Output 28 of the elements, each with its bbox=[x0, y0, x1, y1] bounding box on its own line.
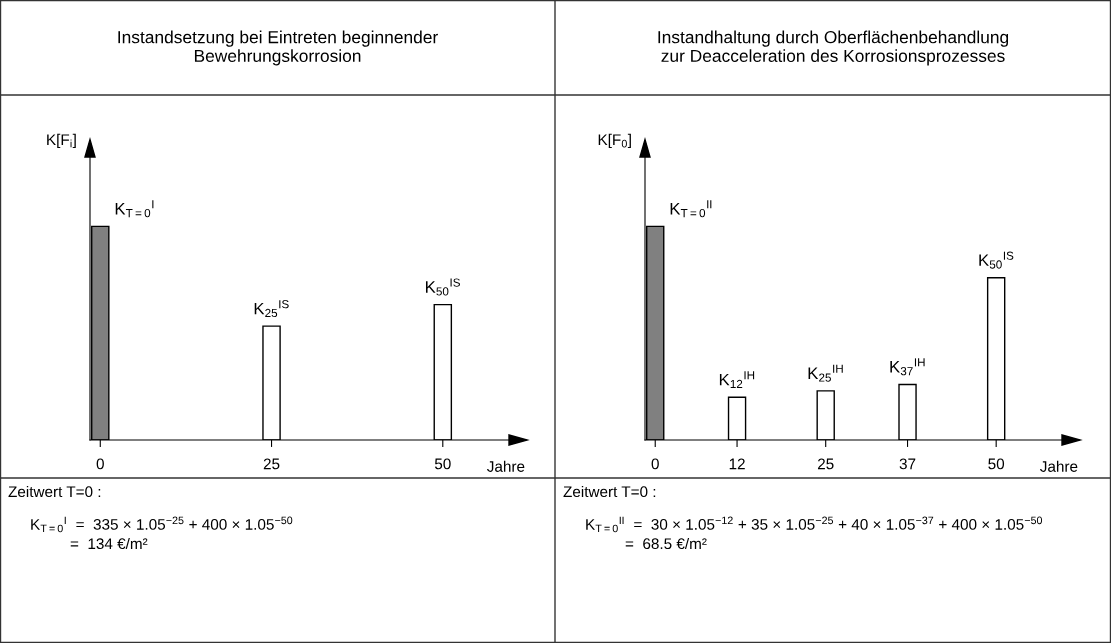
x-tick-label: 25 bbox=[263, 458, 280, 470]
x-tick-label: 37 bbox=[899, 458, 916, 470]
y-axis-title: K[F$_{0}$] bbox=[598, 133, 631, 149]
x-axis-title: Jahre bbox=[487, 460, 525, 472]
annotation: K$_{50}$$^{IS}$ bbox=[426, 278, 460, 296]
x-tick-label: 50 bbox=[988, 458, 1005, 470]
annotation: K$_{25}$$^{IH}$ bbox=[808, 364, 843, 382]
text: Zeitwert T=0 : bbox=[8, 485, 101, 498]
x-tick-label: 12 bbox=[729, 458, 745, 470]
annotation: K$_{12}$$^{IH}$ bbox=[719, 371, 755, 388]
text: K$_{T=0}$$^{I}$ = 335 × 1.05$^{−25}$ + 400 × 1.05$^{−50}$ bbox=[31, 516, 293, 533]
x-tick-label: 50 bbox=[434, 458, 451, 470]
chart-title: Instandhaltung durch Oberflächenbehandlung zur Deacceleration des Korrosionsprozesses bbox=[658, 30, 1009, 66]
annotation: K$_{37}$$^{IH}$ bbox=[890, 358, 925, 376]
text: Zeitwert T=0 : bbox=[563, 485, 656, 498]
annotation: K$_{T=0}$$^{I}$ bbox=[115, 200, 154, 218]
annotation: K$_{25}$$^{IS}$ bbox=[254, 300, 289, 318]
x-tick-label: 0 bbox=[96, 458, 104, 470]
text: = 68.5 €/m² bbox=[625, 537, 707, 550]
x-tick-label: 0 bbox=[651, 458, 659, 470]
text: K$_{T=0}$$^{II}$ = 30 × 1.05$^{−12}$ + 35 × 1.05$^{−25}$ + 40 × 1.05$^{−37}$ + 400 × 1.05$^{−50}$ bbox=[586, 516, 1043, 533]
x-axis-title: Jahre bbox=[1040, 460, 1078, 472]
y-axis-title: K[F$_{i}$] bbox=[47, 133, 76, 149]
annotation: K$_{T=0}$$^{II}$ bbox=[670, 200, 712, 218]
annotation: K$_{50}$$^{IS}$ bbox=[979, 251, 1014, 269]
chart-title: Instandsetzung bei Eintreten beginnender Bewehrungskorrosion bbox=[118, 30, 438, 66]
x-tick-label: 25 bbox=[817, 458, 834, 470]
text: = 134 €/m² bbox=[70, 537, 148, 550]
